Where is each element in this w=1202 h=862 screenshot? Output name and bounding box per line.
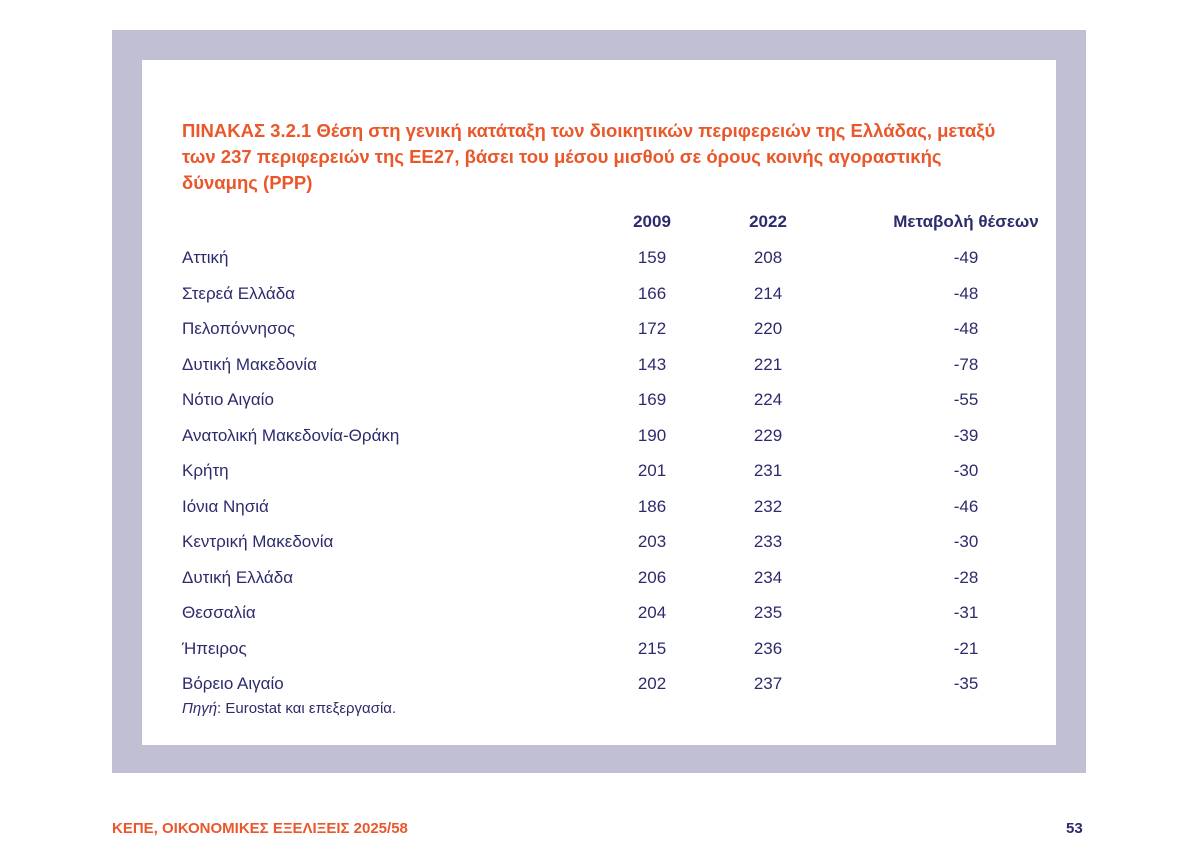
table-cell: 186 (637, 496, 667, 516)
source-label: Πηγή (182, 700, 218, 717)
table-cell: 224 (753, 390, 783, 409)
region-name: Αττική (182, 248, 229, 267)
table-cell: 214 (753, 283, 783, 303)
header-cell: 2022 (749, 212, 787, 231)
table-cell: -21 (953, 638, 979, 658)
table-header: 2009 2022 Μεταβολή θέσεων (182, 212, 1042, 248)
region-name: Θεσσαλία (182, 603, 256, 622)
table-cell: -49 (953, 248, 979, 267)
data-table: 2009 2022 Μεταβολή θέσεων Αττική 159 208 -4… (182, 212, 1042, 710)
region-name: Βόρειο Αιγαίο (182, 674, 284, 693)
table-cell: 208 (753, 248, 783, 267)
table-cell: 202 (637, 674, 667, 693)
table-cell: 236 (753, 638, 783, 658)
table-cell: 143 (637, 354, 667, 374)
table-cell: -39 (953, 425, 979, 445)
table-row: Ιόνια Νησιά 186 232 -46 (182, 497, 1042, 533)
table-cell: -35 (953, 674, 979, 693)
table-row: Αττική 159 208 -49 (182, 248, 1042, 284)
header-cell: Μεταβολή θέσεων (893, 212, 1039, 231)
header-cell: 2009 (633, 212, 671, 231)
region-name: Δυτική Ελλάδα (182, 567, 294, 587)
region-name: Νότιο Αιγαίο (182, 390, 274, 409)
table-cell: 235 (753, 603, 783, 622)
table-cell: -55 (953, 390, 979, 409)
source-note: Πηγή: Eurostat και επεξεργασία. (182, 700, 396, 717)
table-cell: -30 (953, 532, 979, 551)
table-cell: 169 (637, 390, 667, 409)
table-row: Πελοπόννησος 172 220 -48 (182, 319, 1042, 355)
table-cell: 231 (753, 461, 783, 480)
table-cell: 234 (753, 567, 783, 587)
table-frame: ΠΙΝΑΚΑΣ 3.2.1 Θέση στη γενική κατάταξη τ… (112, 30, 1086, 773)
table-cell: 237 (753, 674, 783, 693)
table-row: Δυτική Μακεδονία 143 221 -78 (182, 355, 1042, 391)
table-cell: 203 (637, 532, 667, 551)
table-row: Θεσσαλία 204 235 -31 (182, 603, 1042, 639)
table-row: Βόρειο Αιγαίο 202 237 -35 (182, 674, 1042, 710)
table-cell: 159 (637, 248, 667, 267)
table-row: Ήπειρος 215 236 -21 (182, 639, 1042, 675)
region-name: Κεντρική Μακεδονία (182, 532, 334, 551)
table-cell: -78 (953, 354, 979, 374)
table-cell: 204 (637, 603, 667, 622)
table-cell: 233 (753, 532, 783, 551)
region-name: Δυτική Μακεδονία (182, 354, 317, 374)
region-name: Πελοπόννησος (182, 319, 296, 338)
table-cell: 215 (637, 638, 667, 658)
source-text: : Eurostat και επεξεργασία. (217, 700, 397, 717)
table-cell: 229 (753, 425, 783, 445)
table-row: Ανατολική Μακεδονία-Θράκη 190 229 -39 (182, 426, 1042, 462)
region-name: Ιόνια Νησιά (182, 496, 269, 516)
table-cell: 221 (753, 354, 783, 374)
region-name: Κρήτη (182, 461, 229, 480)
table-cell: -28 (953, 567, 979, 587)
table-row: Κρήτη 201 231 -30 (182, 461, 1042, 497)
table-cell: 232 (753, 496, 783, 516)
table-row: Δυτική Ελλάδα 206 234 -28 (182, 568, 1042, 604)
region-name: Ανατολική Μακεδονία-Θράκη (182, 425, 400, 445)
footer-publication: ΚΕΠΕ, ΟΙΚΟΝΟΜΙΚΕΣ ΕΞΕΛΙΞΕΙΣ 2025/58 (112, 820, 408, 837)
table-panel: ΠΙΝΑΚΑΣ 3.2.1 Θέση στη γενική κατάταξη τ… (142, 60, 1056, 745)
table-row: Κεντρική Μακεδονία 203 233 -30 (182, 532, 1042, 568)
table-row: Νότιο Αιγαίο 169 224 -55 (182, 390, 1042, 426)
table-cell: -48 (953, 283, 979, 303)
region-name: Ήπειρος (182, 638, 247, 658)
table-cell: 172 (637, 319, 667, 338)
table-cell: 190 (637, 425, 667, 445)
table-cell: 201 (637, 461, 667, 480)
table-cell: 220 (753, 319, 783, 338)
table-cell: -31 (953, 603, 979, 622)
table-cell: 206 (637, 567, 667, 587)
table-cell: 166 (637, 283, 667, 303)
table-cell: -48 (953, 319, 979, 338)
table-cell: -46 (953, 496, 979, 516)
table-cell: -30 (953, 461, 979, 480)
table-row: Στερεά Ελλάδα 166 214 -48 (182, 284, 1042, 320)
region-name: Στερεά Ελλάδα (182, 283, 295, 303)
table-title: ΠΙΝΑΚΑΣ 3.2.1 Θέση στη γενική κατάταξη τ… (182, 120, 996, 193)
page-number: 53 (1066, 820, 1083, 837)
